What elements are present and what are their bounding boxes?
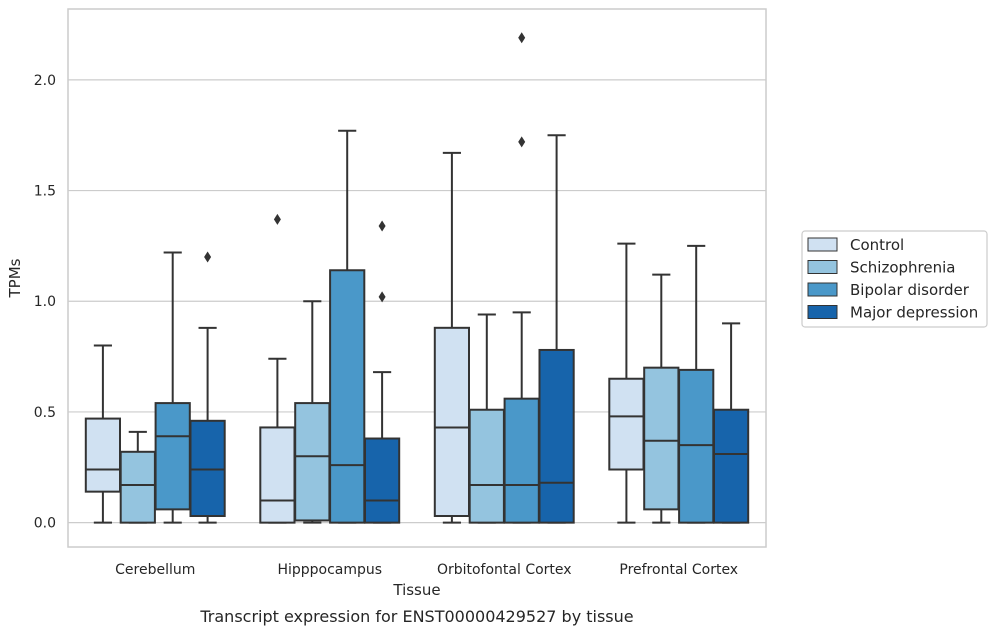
iqr-box (712, 408, 750, 524)
box-major-depression (538, 134, 575, 524)
outlier-point (518, 32, 526, 44)
plot-frame (67, 8, 767, 548)
x-axis-label: Tissue (392, 581, 440, 599)
box-schizophrenia (643, 273, 680, 524)
box-major-depression (712, 322, 750, 524)
box-control (433, 151, 471, 524)
box-schizophrenia (468, 313, 505, 524)
legend-label: Schizophrenia (850, 259, 955, 277)
outlier-point (378, 291, 386, 303)
box-series (84, 32, 750, 524)
legend-swatch (807, 282, 838, 297)
legend-swatch (807, 237, 838, 252)
box-schizophrenia (294, 300, 331, 524)
box-control (84, 344, 122, 524)
legend: Control Schizophrenia Bipolar disorder Majo… (801, 230, 988, 328)
box-bipolar-disorder (503, 32, 540, 524)
x-tick-label: Hipppocampus (277, 562, 382, 578)
iqr-box (329, 269, 366, 524)
box-schizophrenia (119, 430, 156, 524)
iqr-box (294, 402, 331, 522)
legend-label: Bipolar disorder (850, 281, 970, 299)
legend-frame (801, 230, 988, 328)
box-bipolar-disorder (154, 251, 191, 524)
box-bipolar-disorder (329, 129, 366, 524)
iqr-box (468, 408, 505, 524)
legend-swatch (807, 305, 838, 319)
x-axis-ticks: Cerebellum Hipppocampus Orbitofontal Corte… (115, 562, 738, 578)
legend-swatch (807, 260, 838, 274)
outlier-point (378, 220, 386, 232)
iqr-box (363, 437, 401, 524)
box-control (608, 242, 645, 524)
chart-caption: Transcript expression for ENST0000042952… (199, 607, 633, 626)
outlier-point (273, 213, 281, 225)
iqr-box (433, 326, 471, 518)
iqr-box (154, 402, 191, 511)
iqr-box (678, 368, 715, 524)
iqr-box (259, 426, 296, 524)
iqr-box (643, 366, 680, 511)
iqr-box (119, 450, 156, 524)
y-tick-label: 0.5 (34, 405, 56, 421)
y-tick-label: 1.5 (34, 184, 56, 200)
legend-label: Control (850, 236, 904, 254)
iqr-box (503, 397, 540, 524)
box-major-depression (189, 251, 226, 524)
y-tick-label: 0.0 (34, 516, 56, 532)
y-axis-ticks: 0.0 0.5 1.0 1.5 2.0 (34, 73, 56, 532)
outlier-point (518, 136, 526, 148)
y-tick-label: 2.0 (34, 73, 56, 89)
outlier-point (204, 251, 212, 263)
iqr-box (189, 419, 226, 518)
legend-label: Major depression (850, 304, 978, 322)
iqr-box (608, 377, 645, 471)
x-tick-label: Cerebellum (115, 562, 195, 578)
box-bipolar-disorder (678, 244, 715, 524)
y-tick-label: 1.0 (34, 294, 56, 310)
x-tick-label: Orbitofontal Cortex (437, 562, 572, 578)
iqr-box (84, 417, 122, 493)
y-axis-label: TPMs (6, 258, 24, 298)
box-control (259, 213, 296, 524)
iqr-box (538, 348, 575, 524)
x-tick-label: Prefrontal Cortex (619, 562, 738, 578)
box-major-depression (363, 220, 401, 524)
